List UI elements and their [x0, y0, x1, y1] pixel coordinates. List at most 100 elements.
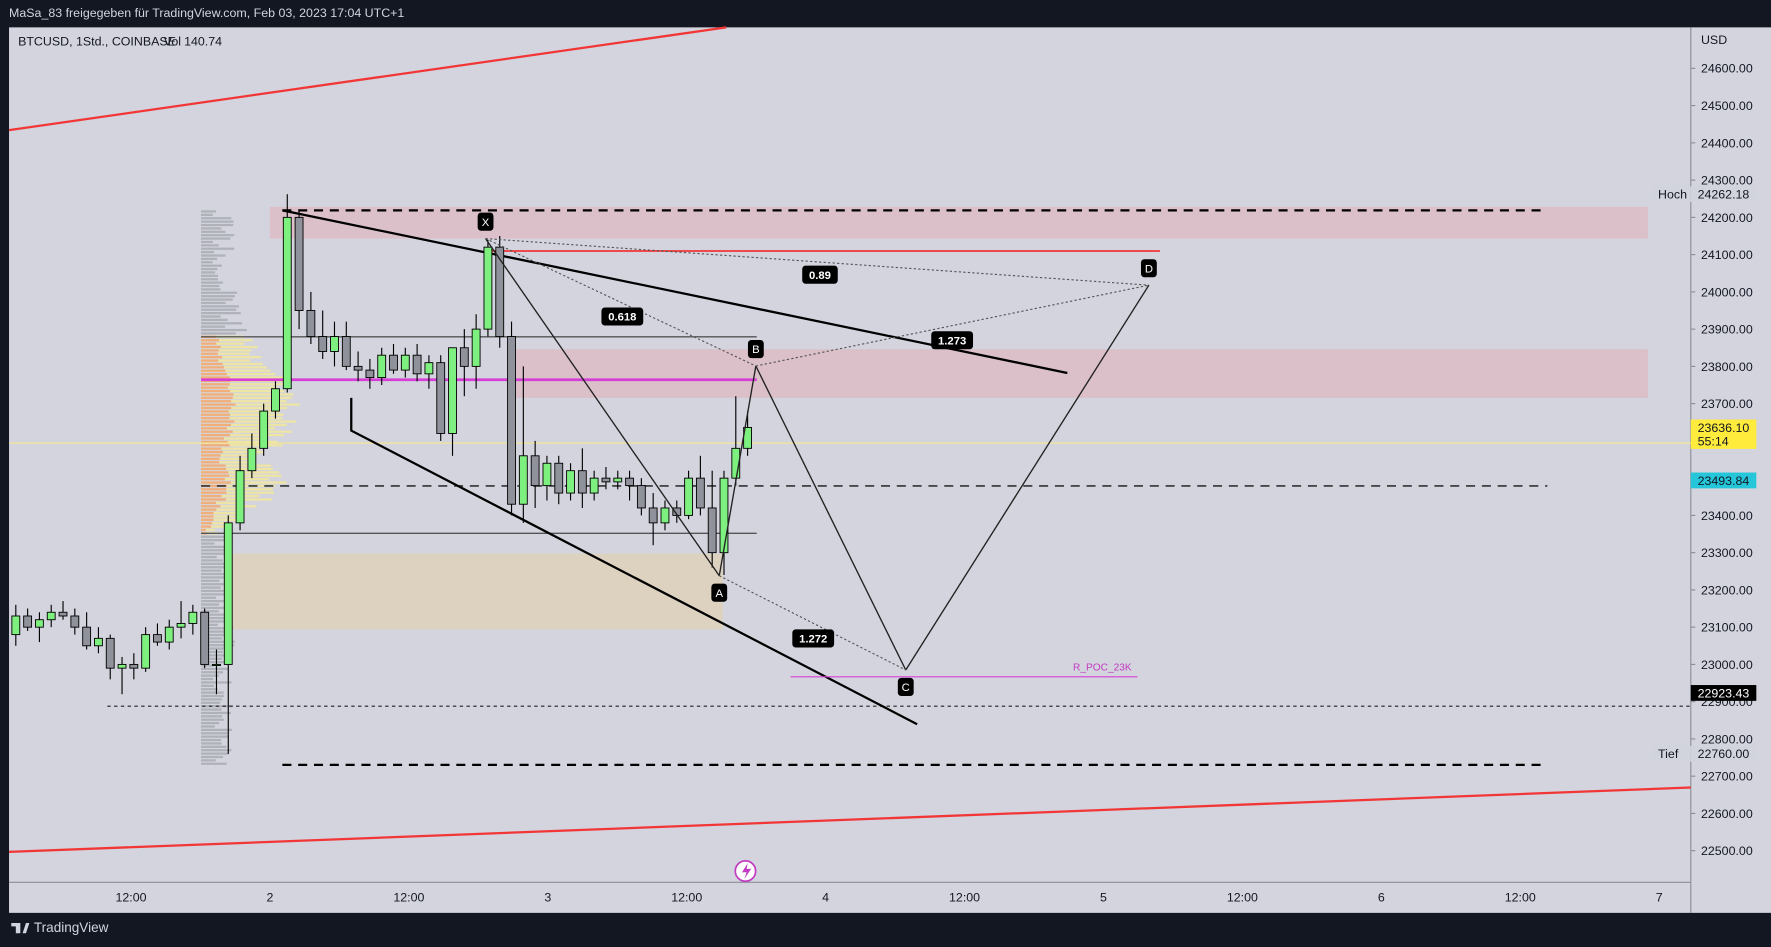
profile-bar: [201, 712, 231, 714]
candle-body: [496, 247, 504, 336]
page: { "header": {"text": "MaSa_83 freigegebe…: [0, 0, 1771, 947]
candle-body: [602, 478, 610, 482]
profile-bar: [201, 536, 224, 538]
profile-bar: [201, 542, 215, 544]
profile-bar: [201, 708, 221, 710]
x-tick-label: 12:00: [1227, 890, 1258, 904]
candle-body: [248, 448, 256, 470]
profile-bar: [201, 576, 226, 578]
candle-body: [708, 508, 716, 553]
ratio-label: 1.273: [938, 335, 966, 347]
profile-bar: [201, 397, 233, 399]
profile-bar: [201, 481, 231, 483]
candle-body: [283, 217, 291, 388]
candle-body: [295, 217, 303, 310]
time-axis: [9, 882, 1691, 912]
candle-body: [378, 355, 386, 377]
profile-bar: [201, 448, 221, 450]
candle-body: [543, 463, 551, 485]
profile-bar: [201, 695, 224, 697]
candle-body: [24, 616, 32, 627]
candle-body: [118, 664, 126, 668]
candle-body: [578, 471, 586, 493]
profile-bar: [201, 356, 222, 358]
profile-bar: [201, 387, 228, 389]
profile-bar: [201, 383, 230, 385]
symbol: BTCUSD, 1Std., COINBASE: [18, 34, 176, 48]
profile-bar: [201, 319, 228, 321]
y-tick-label: 22500.00: [1701, 844, 1753, 858]
profile-bar: [201, 454, 220, 456]
profile-bar: [201, 691, 224, 693]
y-tick-label: 23700.00: [1701, 397, 1753, 411]
price-badge-label: 22923.43: [1698, 686, 1750, 700]
candle-body: [307, 311, 315, 337]
candle-body: [177, 623, 185, 627]
candle-body: [519, 456, 527, 504]
candle-body: [484, 247, 492, 329]
profile-bar: [201, 366, 224, 368]
x-tick-label: 3: [544, 890, 551, 904]
x-tick-label: 12:00: [671, 890, 702, 904]
profile-bar: [201, 237, 230, 239]
ratio-label: 0.618: [608, 312, 636, 324]
profile-bar: [201, 424, 231, 426]
profile-bar: [201, 437, 224, 439]
profile-bar: [201, 488, 226, 490]
y-tick-label: 24300.00: [1701, 174, 1753, 188]
profile-bar: [201, 495, 221, 497]
candle-body: [401, 355, 409, 370]
profile-bar: [201, 464, 226, 466]
candle-body: [425, 363, 433, 374]
profile-bar: [201, 502, 216, 504]
profile-bar: [201, 702, 220, 704]
profile-bar: [201, 729, 232, 731]
profile-bar: [201, 254, 225, 256]
profile-bar: [201, 725, 215, 727]
candle-body: [35, 620, 43, 627]
candle-body: [94, 638, 102, 645]
profile-bar: [201, 719, 224, 721]
profile-bar: [201, 570, 221, 572]
profile-bar: [201, 298, 233, 300]
price-badge-label: 22760.00: [1698, 747, 1750, 761]
y-tick-label: 23100.00: [1701, 621, 1753, 635]
candle-body: [590, 478, 598, 493]
x-tick-label: 12:00: [1505, 890, 1536, 904]
profile-bar: [201, 261, 213, 263]
profile-bar: [201, 400, 231, 402]
candle-body: [272, 389, 280, 411]
x-tick-label: 12:00: [949, 890, 980, 904]
profile-bar: [201, 231, 225, 233]
profile-bar: [201, 332, 236, 334]
profile-bar: [201, 451, 223, 453]
profile-bar: [201, 586, 221, 588]
profile-bar: [201, 292, 237, 294]
profile-bar: [201, 241, 213, 243]
candle-body: [567, 471, 575, 493]
y-tick-label: 22700.00: [1701, 770, 1753, 784]
candle-body: [531, 456, 539, 486]
y-tick-label: 24000.00: [1701, 285, 1753, 299]
profile-bar: [201, 281, 223, 283]
profile-bar: [201, 763, 227, 765]
candle-body: [130, 664, 138, 668]
profile-bar: [201, 285, 219, 287]
profile-bar: [201, 407, 231, 409]
candle-body: [165, 627, 173, 642]
candle-body: [12, 616, 20, 635]
footer-brand: TradingView: [34, 920, 109, 935]
pattern-point-label: B: [752, 344, 760, 356]
y-tick-label: 22600.00: [1701, 807, 1753, 821]
profile-bar: [201, 305, 239, 307]
plot-area: [9, 27, 1691, 882]
candle-body: [366, 370, 374, 377]
profile-bar: [201, 265, 222, 267]
price-badge-label: 23636.10: [1698, 421, 1750, 435]
profile-bar: [201, 258, 217, 260]
currency: USD: [1701, 33, 1727, 47]
profile-bar: [201, 302, 225, 304]
y-tick-label: 23900.00: [1701, 323, 1753, 337]
profile-bar: [201, 678, 213, 680]
profile-bar: [201, 363, 223, 365]
